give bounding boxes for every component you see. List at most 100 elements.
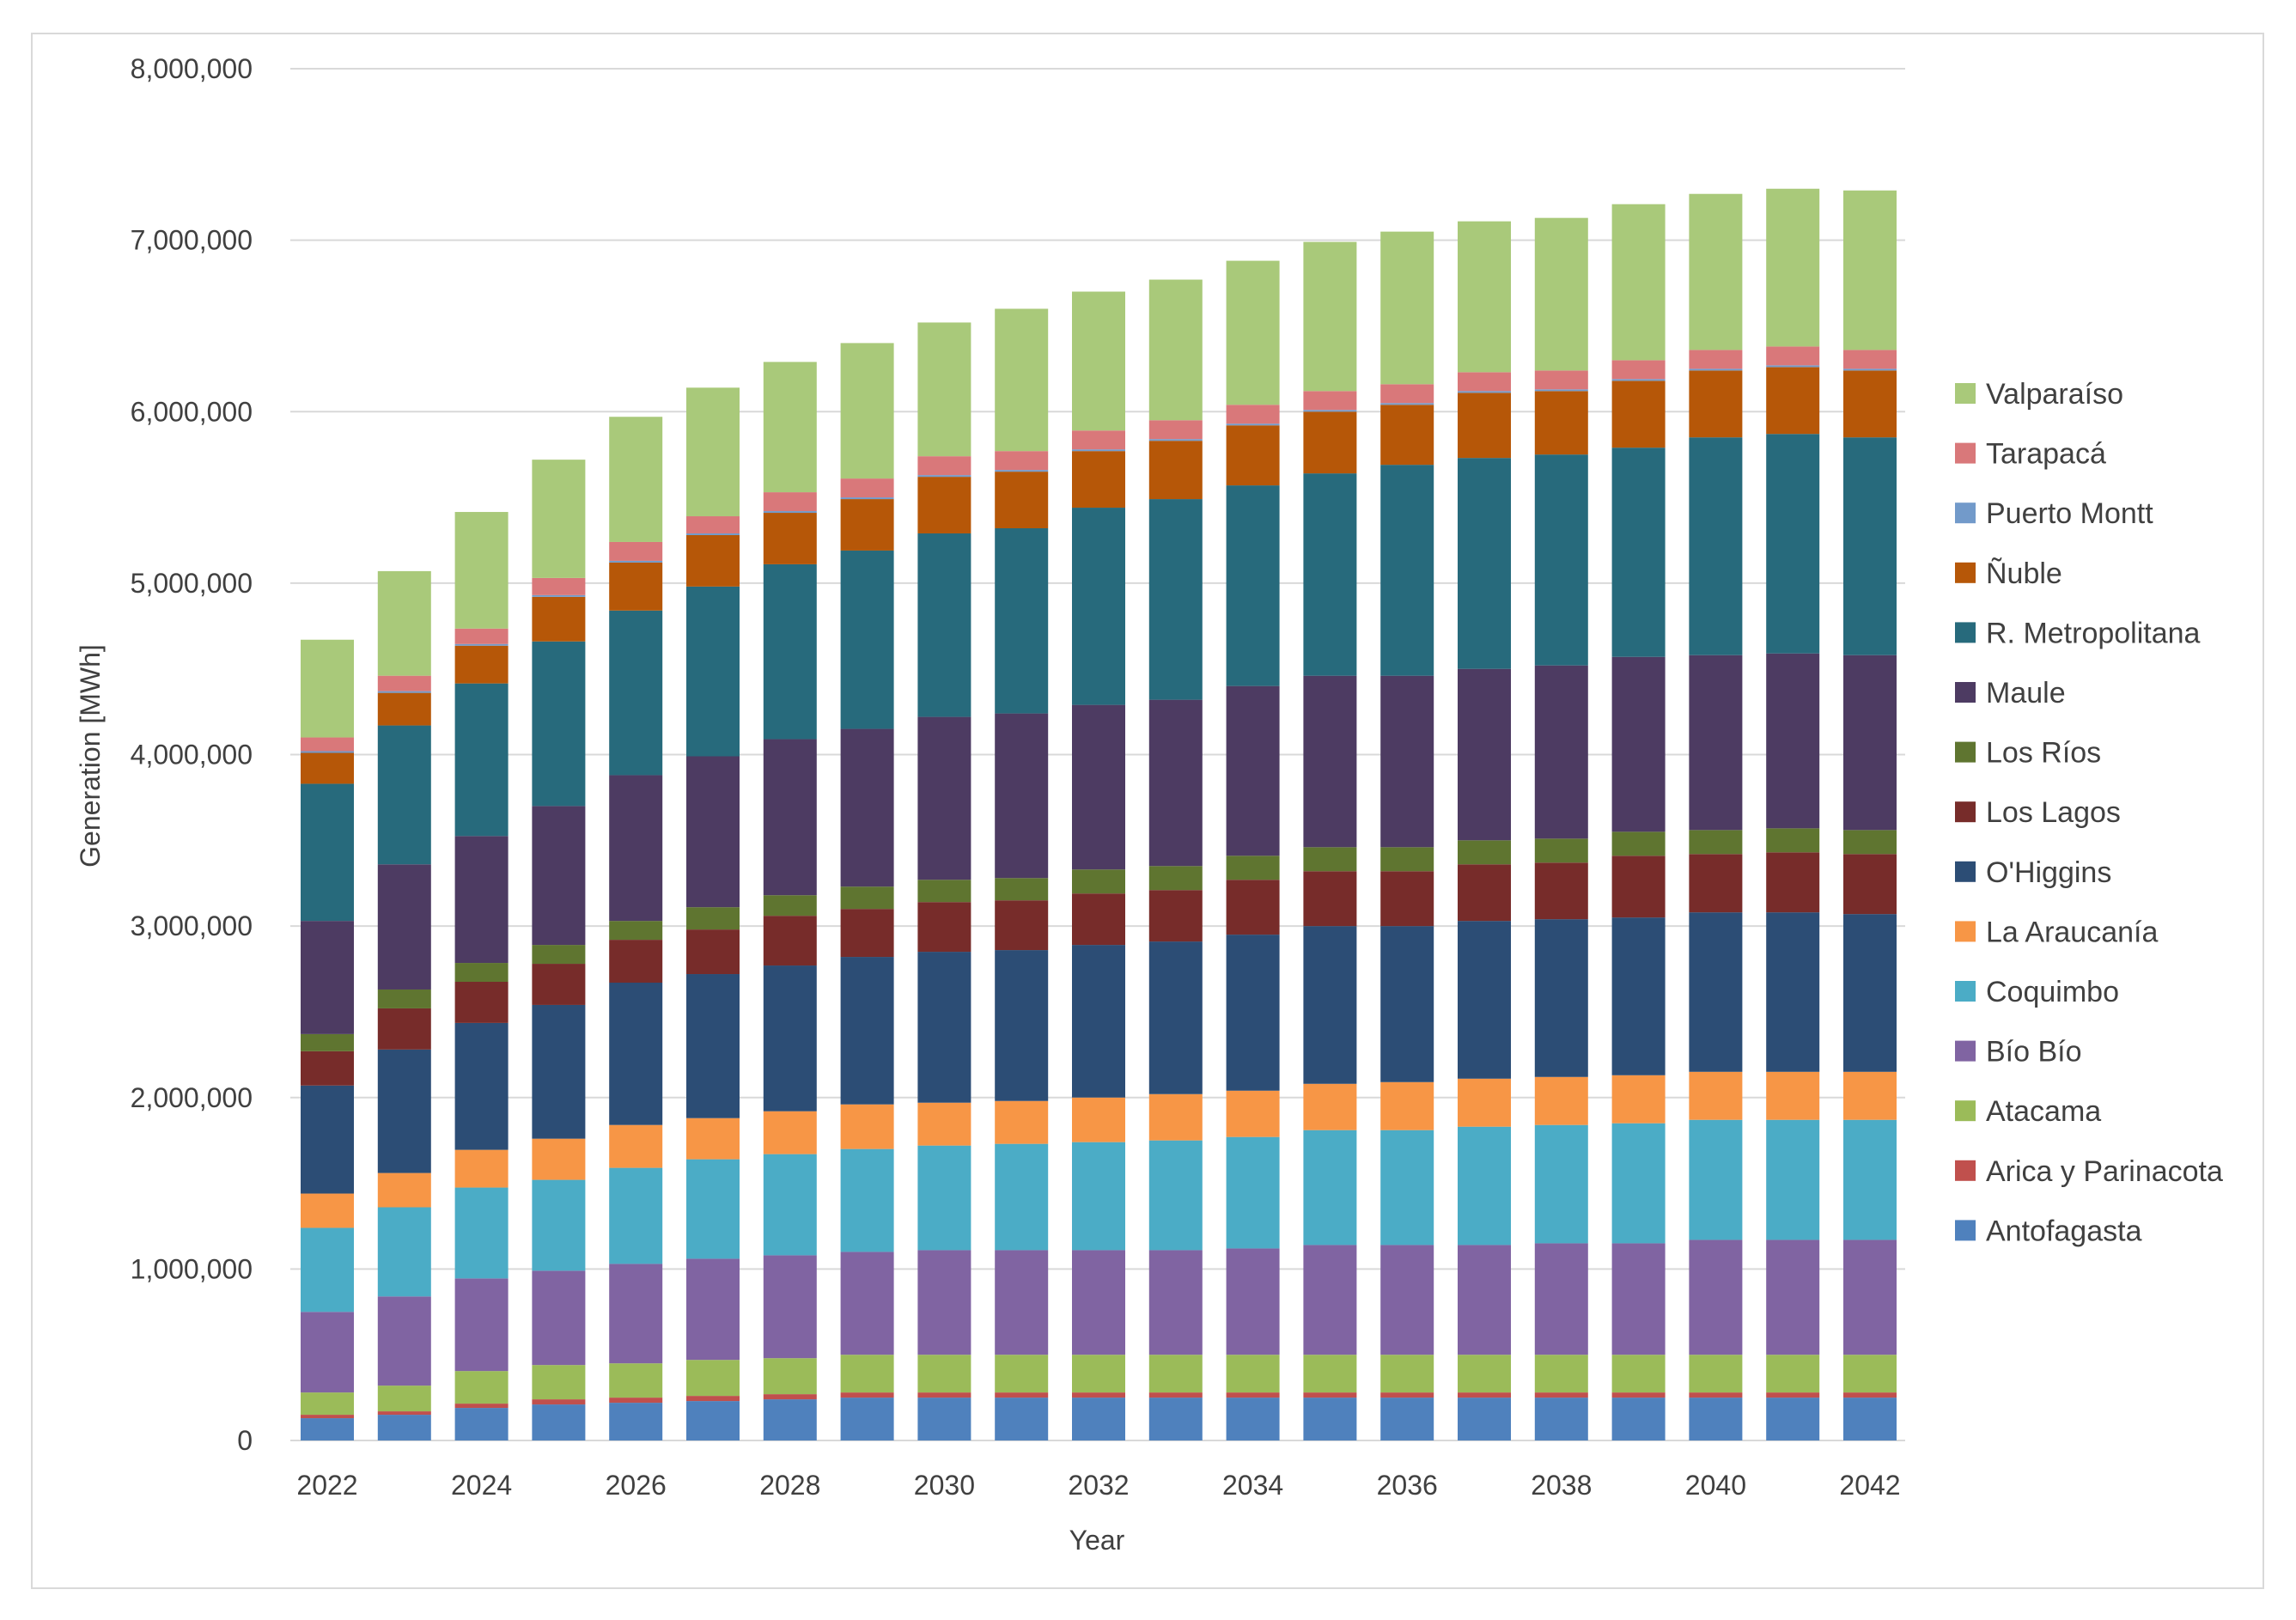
bar-segment — [1689, 854, 1743, 913]
bar-segment — [1843, 1239, 1897, 1355]
bar-segment — [995, 451, 1049, 471]
bar-segment — [840, 1398, 894, 1440]
bar-segment — [1380, 1130, 1434, 1245]
bar-segment — [609, 562, 663, 611]
x-tick-label: 2034 — [1222, 1470, 1283, 1501]
bar-segment — [532, 577, 586, 595]
bar-segment — [301, 921, 354, 1034]
bar-segment — [609, 775, 663, 922]
bar-segment — [1766, 828, 1820, 853]
bar-segment — [763, 1394, 817, 1400]
bar-segment — [377, 989, 431, 1008]
x-tick-label: 2028 — [759, 1470, 820, 1501]
bar-segment — [1689, 1071, 1743, 1120]
bar-segment — [454, 643, 509, 646]
bar-segment — [1303, 847, 1357, 872]
y-tick-label: 0 — [237, 1425, 253, 1456]
bar-segment — [454, 1187, 509, 1279]
bar-segment — [917, 1392, 971, 1398]
bar-segment — [1766, 1239, 1820, 1355]
bar-segment — [840, 343, 894, 479]
bar-segment — [1303, 411, 1357, 474]
bar-segment — [1380, 465, 1434, 676]
bar-segment — [1148, 1355, 1203, 1393]
bar-segment — [763, 492, 817, 512]
bar-segment — [454, 1278, 509, 1372]
bar-segment — [1766, 365, 1820, 368]
bar-segment — [995, 470, 1049, 472]
bar-segment — [1766, 367, 1820, 435]
bar-segment — [1689, 912, 1743, 1072]
bar-segment — [377, 1049, 431, 1173]
legend-swatch — [1955, 1220, 1976, 1241]
bar-segment — [1072, 430, 1125, 450]
y-axis-ticks: 0 1,000,000 2,000,000 3,000,000 4,000,000 5,0… — [131, 53, 253, 1456]
bar-segment — [686, 1360, 740, 1397]
bar-segment — [1766, 1119, 1820, 1240]
x-tick-label: 2022 — [296, 1470, 357, 1501]
bar-segment — [1689, 193, 1743, 350]
bar-segment — [1611, 1355, 1666, 1393]
legend-swatch — [1955, 981, 1976, 1002]
legend-swatch — [1955, 622, 1976, 643]
bar-segment — [454, 1149, 509, 1188]
bar-segment — [686, 1401, 740, 1440]
bar-segment — [1148, 890, 1203, 942]
bar-segment — [1534, 1392, 1588, 1398]
bar-segment — [1766, 188, 1820, 347]
bar-segment — [1458, 921, 1511, 1079]
y-axis-title: Generation [MWh] — [75, 644, 106, 868]
bar-segment — [1611, 1392, 1666, 1398]
bar-segment — [1303, 1245, 1357, 1355]
legend-swatch — [1955, 383, 1976, 404]
bar-segment — [1843, 914, 1897, 1072]
bar-segment — [1072, 1142, 1125, 1251]
bar-segment — [532, 1365, 586, 1400]
bar-segment — [1226, 1090, 1280, 1137]
bar-segment — [454, 645, 509, 684]
bar-segment — [1303, 410, 1357, 412]
bar-segment — [763, 1399, 817, 1440]
bar-segment — [301, 1415, 354, 1419]
bar-segment — [1380, 675, 1434, 848]
bar-segment — [1534, 391, 1588, 455]
bar-segment — [1072, 291, 1125, 431]
bar-segment — [1534, 454, 1588, 666]
bar-segment — [1611, 360, 1666, 380]
bar-segment — [1843, 830, 1897, 855]
bar-segment — [686, 586, 740, 757]
bar-segment — [1226, 1355, 1280, 1393]
bar-segment — [377, 675, 431, 691]
bar-segment — [1689, 1355, 1743, 1393]
bar-segment — [1303, 1083, 1357, 1130]
bar-segment — [1226, 425, 1280, 486]
bar-segment — [377, 1386, 431, 1412]
bar-segment — [532, 806, 586, 946]
legend-swatch — [1955, 801, 1976, 823]
bar-segment — [840, 728, 894, 887]
bar-segment — [1148, 941, 1203, 1094]
bar-segment — [1843, 350, 1897, 369]
bar-segment — [995, 878, 1049, 901]
bar-segment — [1534, 838, 1588, 863]
bar-segment — [454, 1371, 509, 1404]
bar-segment — [532, 1004, 586, 1139]
bar-segment — [1534, 665, 1588, 839]
bar-segment — [995, 1100, 1049, 1144]
bar-segment — [1303, 1392, 1357, 1398]
bar-segment — [763, 916, 817, 966]
bar-segment — [377, 1411, 431, 1416]
bar-segment — [1534, 1243, 1588, 1355]
legend-swatch — [1955, 562, 1976, 583]
y-tick-label: 2,000,000 — [131, 1082, 253, 1113]
bar-segment — [1380, 231, 1434, 385]
bar-segment — [1689, 1119, 1743, 1240]
x-axis-ticks: 2022 2024 2026 2028 2030 2032 2034 2036 2038 2040… — [296, 1470, 1900, 1501]
bar-segment — [1072, 1355, 1125, 1393]
bar-segment — [840, 1148, 894, 1252]
bar-segment — [1380, 1355, 1434, 1393]
bar-segment — [377, 1207, 431, 1297]
bar-segment — [917, 1398, 971, 1440]
bar-segment — [840, 497, 894, 500]
